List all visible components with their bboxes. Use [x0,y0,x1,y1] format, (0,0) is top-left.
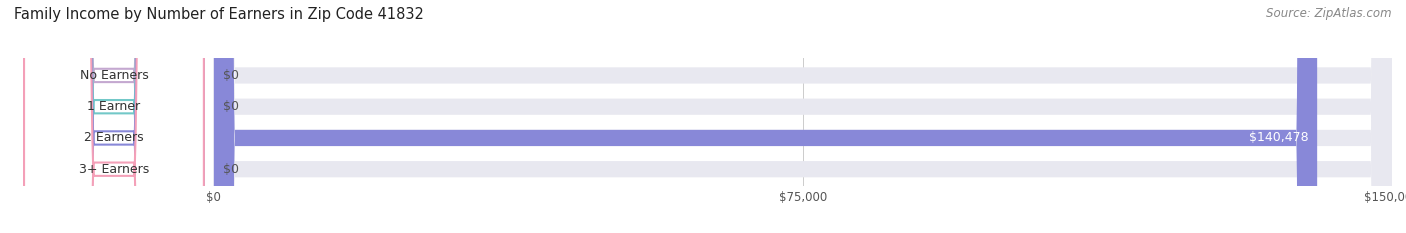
Text: 3+ Earners: 3+ Earners [79,163,149,176]
Text: 1 Earner: 1 Earner [87,100,141,113]
FancyBboxPatch shape [214,0,1392,233]
Text: $0: $0 [224,100,239,113]
FancyBboxPatch shape [24,0,204,233]
FancyBboxPatch shape [214,0,1392,233]
Text: Family Income by Number of Earners in Zip Code 41832: Family Income by Number of Earners in Zi… [14,7,425,22]
Text: Source: ZipAtlas.com: Source: ZipAtlas.com [1267,7,1392,20]
Text: $140,478: $140,478 [1250,131,1309,144]
Text: No Earners: No Earners [80,69,148,82]
FancyBboxPatch shape [214,0,1317,233]
Text: $0: $0 [224,69,239,82]
FancyBboxPatch shape [24,0,204,233]
FancyBboxPatch shape [24,0,204,233]
Text: $0: $0 [224,163,239,176]
FancyBboxPatch shape [24,0,204,233]
FancyBboxPatch shape [214,0,1392,233]
Text: 2 Earners: 2 Earners [84,131,143,144]
FancyBboxPatch shape [214,0,1392,233]
